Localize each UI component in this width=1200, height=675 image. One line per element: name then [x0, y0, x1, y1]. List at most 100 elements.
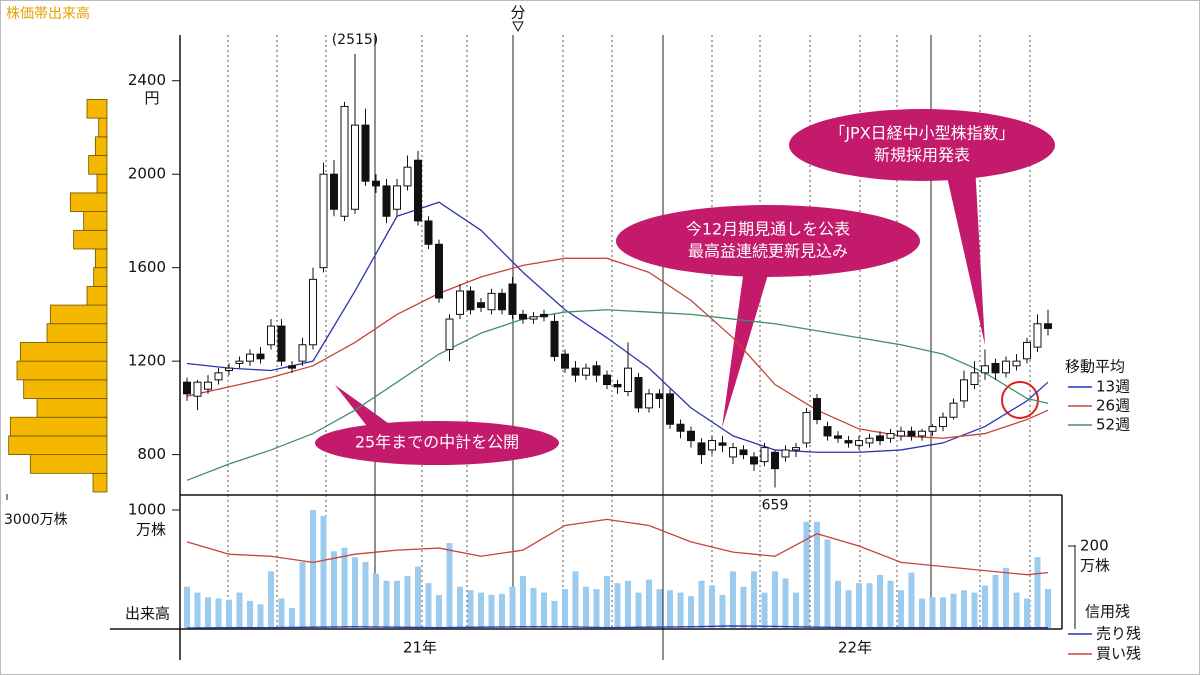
volume-bar	[929, 597, 936, 628]
volume-bar	[656, 589, 663, 628]
price-volume-bar	[73, 229, 108, 250]
candle-body	[802, 412, 811, 444]
y2-unit: 万株	[1080, 557, 1110, 575]
volume-bar	[793, 592, 799, 628]
candle-body	[435, 243, 443, 299]
price-volume-bar	[92, 472, 108, 493]
volume-bar	[961, 590, 967, 628]
legend-title: 移動平均	[1065, 358, 1125, 376]
candle-body	[214, 372, 223, 381]
volume-bar	[425, 583, 432, 628]
candle-body	[823, 426, 832, 437]
volume-bar	[373, 573, 379, 628]
legend-label: 買い残	[1096, 645, 1141, 663]
candle-body	[760, 447, 769, 463]
candle-body	[498, 292, 506, 311]
candle-body	[907, 430, 916, 437]
histogram-title: 株価帯出来高	[6, 5, 90, 22]
candle-body	[939, 416, 947, 428]
volume-bar	[583, 586, 589, 628]
candle-body	[414, 159, 422, 222]
legend-title: 信用残	[1085, 603, 1130, 621]
volume-bar	[436, 594, 442, 628]
candle-body	[876, 435, 884, 442]
volume-bar	[1034, 557, 1041, 628]
volume-bar	[635, 592, 642, 628]
volume-bar	[415, 566, 421, 628]
volume-bar	[194, 592, 201, 628]
volume-bar	[205, 597, 211, 628]
candle-body	[718, 442, 727, 446]
volume-bar	[877, 574, 883, 628]
volume-bar	[530, 587, 537, 628]
callout-pointer	[722, 262, 770, 428]
candle-body	[319, 173, 328, 269]
y-tick-label: 1600	[128, 258, 166, 276]
price-volume-bar	[94, 248, 108, 269]
volume-bar	[467, 590, 474, 628]
candle-body	[571, 367, 580, 376]
candle-body	[655, 393, 664, 400]
candle-body	[246, 353, 254, 362]
candle-body	[960, 379, 968, 402]
peak-label: (2515)	[332, 32, 379, 48]
candle-body	[561, 353, 569, 369]
volume-bar	[404, 576, 411, 628]
price-volume-bar	[69, 192, 108, 212]
price-volume-bar	[86, 285, 108, 306]
price-volume-bar	[23, 379, 108, 399]
y-tick-label: 2000	[128, 165, 166, 183]
candle-body	[991, 362, 1000, 374]
volume-bar	[509, 586, 516, 628]
candle-body	[519, 313, 527, 320]
volume-bar	[184, 586, 190, 628]
legend-label: 売り残	[1096, 625, 1141, 643]
split-label: 分	[510, 4, 525, 22]
volume-bar	[614, 583, 621, 628]
volume-bar	[625, 580, 631, 628]
candle-body	[771, 451, 779, 470]
candle-body	[592, 365, 601, 376]
volume-bar	[677, 592, 684, 628]
volume-bar	[289, 607, 295, 628]
callout-text: 新規採用発表	[874, 146, 970, 165]
price-volume-bar	[83, 211, 108, 231]
candle-body	[540, 313, 548, 318]
x-tick-label: 3000万株	[4, 512, 68, 528]
volume-bar	[236, 592, 243, 628]
volume-bar	[646, 579, 652, 628]
volume-bar	[782, 578, 789, 628]
candle-body	[487, 292, 496, 311]
volume-bar	[908, 572, 915, 628]
candle-body	[865, 437, 874, 444]
volume-bar	[268, 571, 274, 628]
candle-body	[361, 124, 370, 182]
volume-bar	[740, 586, 747, 628]
legend-label: 13週	[1096, 378, 1130, 396]
candle-body	[529, 316, 538, 320]
volume-bar	[499, 593, 505, 628]
volume-bar	[551, 600, 558, 628]
candle-body	[844, 440, 853, 444]
volume-bar	[803, 521, 810, 628]
volume-bar	[1003, 567, 1009, 628]
volume-bar	[971, 592, 978, 628]
volume-bar	[719, 594, 726, 628]
price-volume-bar	[19, 342, 108, 362]
margin-line	[186, 625, 1048, 629]
volume-bar	[383, 580, 390, 628]
volume-bar	[247, 600, 253, 628]
volume-bar	[299, 561, 306, 628]
candle-body	[309, 278, 317, 346]
price-volume-bar	[9, 416, 108, 437]
volume-bar	[331, 551, 337, 628]
candle-body	[277, 325, 286, 362]
candle-body	[193, 381, 202, 397]
volume-bar	[278, 598, 285, 628]
candle-body	[1002, 360, 1010, 374]
candle-body	[739, 449, 748, 456]
candle-body	[340, 105, 349, 217]
price-volume-bar	[16, 360, 108, 381]
volume-bar	[814, 521, 820, 628]
candle-body	[634, 377, 643, 409]
